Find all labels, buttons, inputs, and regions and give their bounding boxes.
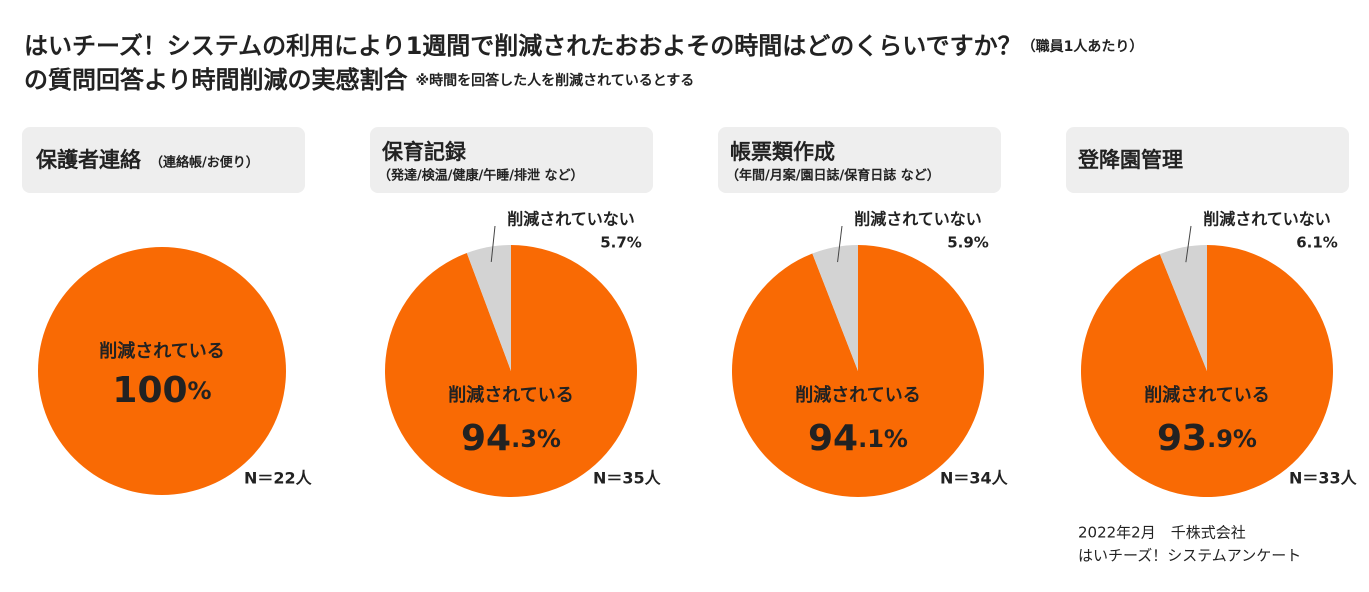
slice-label: 削減されている — [795, 384, 920, 406]
value-major: 100 — [112, 370, 187, 411]
source-line: 2022年2月 千株式会社 — [1078, 524, 1246, 542]
value-major: 93 — [1157, 418, 1207, 459]
slice-label: 削減されている — [99, 340, 224, 362]
title-main: はいチーズ！システムの利用により1週間で削減されたおおよその時間はどのくらいです… — [24, 32, 1022, 60]
card — [22, 127, 305, 193]
pie-slice — [1159, 245, 1207, 371]
card — [370, 127, 653, 193]
card-title: 帳票類作成 — [730, 140, 835, 164]
card-title: 登降園管理 — [1077, 148, 1183, 172]
value-label: 6.1% — [1296, 234, 1338, 252]
card-subtitle: （年間/月案/園日誌/保育日誌 など） — [726, 168, 940, 184]
card — [1066, 127, 1349, 193]
source-line: はいチーズ！システムアンケート — [1078, 547, 1301, 565]
card-subtitle: （発達/検温/健康/午睡/排泄 など） — [378, 168, 584, 184]
slice-label: 削減されていない — [854, 210, 982, 229]
sample-size: N＝33人 — [1289, 469, 1358, 488]
title: はいチーズ！システムの利用により1週間で削減されたおおよその時間はどのくらいです… — [24, 32, 1143, 60]
value-label: 100% — [112, 370, 211, 411]
card-subtitle: （連絡帳/お便り） — [150, 155, 259, 171]
card-title: 保育記録 — [381, 140, 467, 164]
value-label: 94.3% — [461, 418, 561, 459]
card — [718, 127, 1001, 193]
leader-line — [1185, 225, 1192, 263]
subtitle-main: の質問回答より時間削減の実感割合 — [24, 66, 409, 94]
subtitle-note: ※時間を回答した人を削減されているとする — [416, 72, 695, 89]
value-minor: .9% — [1207, 425, 1257, 453]
pie-slice — [812, 245, 858, 371]
value-label: 5.7% — [600, 234, 642, 252]
value-label: 94.1% — [808, 418, 908, 459]
sample-size: N＝34人 — [940, 469, 1009, 488]
value-label: 5.9% — [947, 234, 989, 252]
subtitle: の質問回答より時間削減の実感割合 ※時間を回答した人を削減されているとする — [24, 66, 694, 94]
sample-size: N＝35人 — [593, 469, 662, 488]
slice-label: 削減されていない — [1203, 210, 1331, 229]
sample-size: N＝22人 — [244, 469, 313, 488]
value-minor: .1% — [858, 425, 908, 453]
slice-label: 削減されている — [1144, 384, 1269, 406]
slice-label: 削減されている — [448, 384, 573, 406]
title-note: （職員1人あたり） — [1022, 38, 1144, 55]
value-major: 94 — [808, 418, 858, 459]
value-major: 94 — [461, 418, 511, 459]
value-minor: % — [188, 377, 212, 405]
value-minor: .3% — [511, 425, 561, 453]
leader-line — [837, 225, 843, 263]
value-label: 93.9% — [1157, 418, 1257, 459]
pie-slice — [38, 247, 286, 495]
pie-slice — [732, 245, 985, 497]
card-title: 保護者連絡 — [35, 148, 142, 172]
pie-slice — [466, 245, 511, 371]
leader-line — [490, 225, 496, 262]
slice-label: 削減されていない — [507, 210, 635, 229]
